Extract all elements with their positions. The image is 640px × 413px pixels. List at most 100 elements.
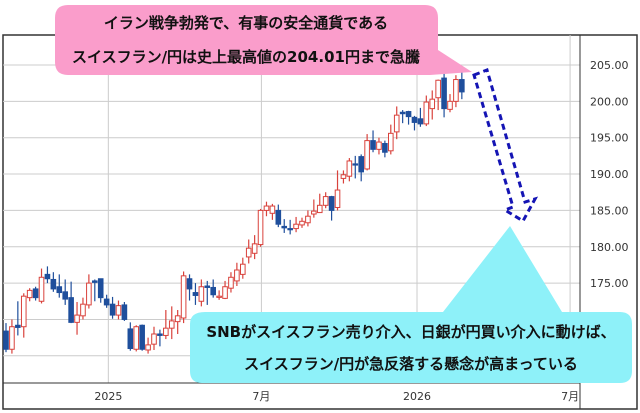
candle-body <box>275 209 282 225</box>
candle-body <box>370 140 376 150</box>
candle-up <box>74 302 80 335</box>
candle-body <box>334 189 341 208</box>
candle-body <box>423 101 430 125</box>
candle-body <box>251 243 258 254</box>
candle-body <box>447 100 453 110</box>
price-axis: 205.00 200.00 195.00 190.00 185.00 180.00 175.… <box>590 59 629 290</box>
time-axis: 2025 7月 2026 7月 <box>94 390 579 403</box>
candle-body <box>245 247 252 258</box>
candle-body <box>97 278 104 299</box>
candle-up <box>299 217 305 228</box>
candle-body <box>109 303 116 316</box>
candle-down <box>405 110 412 125</box>
candle-body <box>316 204 323 214</box>
candle-body <box>358 156 364 173</box>
candle-body <box>441 77 447 110</box>
candle-down <box>127 322 134 351</box>
candle-up <box>9 319 15 354</box>
candle-body <box>44 273 51 280</box>
candle-up <box>234 262 240 287</box>
y-tick-label: 205.00 <box>590 59 629 72</box>
candle-up <box>334 170 341 211</box>
candle-body <box>20 295 27 328</box>
candle-down <box>62 279 69 305</box>
candle-up <box>376 137 382 155</box>
y-tick-label: 180.00 <box>590 241 629 254</box>
candle-body <box>234 269 240 282</box>
candle-body <box>299 220 305 226</box>
y-tick-label: 200.00 <box>590 95 629 108</box>
candle-up <box>20 293 27 338</box>
top-callout: イラン戦争勃発で、有事の安全通貨である スイスフラン/円は史上最高値の204.0… <box>55 5 472 75</box>
candle-body <box>68 297 74 323</box>
candle-down <box>441 72 447 118</box>
candle-body <box>411 116 418 123</box>
candle-up <box>293 216 299 233</box>
candle-body <box>346 160 353 177</box>
candle-up <box>322 192 329 209</box>
candle-down <box>399 110 406 124</box>
candle-down <box>287 219 293 235</box>
candle-body <box>180 275 187 319</box>
candle-down <box>417 107 424 127</box>
candle-body <box>382 143 388 153</box>
bottom-callout: SNBがスイスフラン売り介入、日銀が円買い介入に動けば、 スイスフラン/円が急反… <box>190 226 632 383</box>
candle-body <box>151 333 157 345</box>
candle-body <box>163 327 169 336</box>
candle-down <box>15 301 21 336</box>
candle-down <box>275 204 282 228</box>
candle-up <box>388 124 394 155</box>
candle-up <box>429 90 436 120</box>
x-tick-label: 2026 <box>403 390 431 403</box>
candle-body <box>459 79 465 93</box>
candle-body <box>228 276 234 289</box>
candle-up <box>269 203 276 220</box>
candle-body <box>86 282 92 306</box>
candle-up <box>228 272 234 293</box>
candle-body <box>145 344 151 351</box>
candle-up <box>180 271 187 324</box>
candle-down <box>352 155 359 179</box>
candle-body <box>340 174 347 179</box>
bottom-callout-line-1: SNBがスイスフラン売り介入、日銀が円買い介入に動けば、 <box>206 323 615 341</box>
candle-up <box>38 268 45 304</box>
candle-body <box>38 276 45 302</box>
candle-body <box>364 140 370 170</box>
candle-body <box>210 286 216 296</box>
candle-down <box>109 296 116 319</box>
candle-body <box>293 223 299 230</box>
candle-up <box>174 309 181 334</box>
candle-body <box>429 98 436 110</box>
candle-body <box>62 291 69 300</box>
candle-up <box>393 106 400 140</box>
candle-up <box>245 239 252 264</box>
candle-down <box>92 279 98 302</box>
candle-down <box>56 274 63 298</box>
candle-body <box>269 205 276 214</box>
dashed-down-arrow <box>472 68 539 224</box>
candle-body <box>399 111 406 115</box>
candle-body <box>287 228 293 231</box>
candle-body <box>15 324 21 328</box>
candle-body <box>26 289 33 299</box>
candle-down <box>192 283 199 305</box>
candle-down <box>68 281 74 324</box>
candle-up <box>340 170 347 184</box>
candle-up <box>316 193 323 214</box>
candle-down <box>358 154 364 182</box>
candle-up <box>216 290 222 300</box>
candle-body <box>174 315 181 323</box>
candle-up <box>453 75 459 108</box>
candle-up <box>435 79 441 111</box>
candle-up <box>151 326 157 350</box>
candle-body <box>352 163 359 166</box>
candle-up <box>115 300 122 320</box>
candle-body <box>192 292 199 296</box>
candle-up <box>346 158 353 182</box>
candle-down <box>328 195 335 221</box>
candle-down <box>186 274 193 301</box>
y-tick-label: 185.00 <box>590 204 629 217</box>
candle-down <box>281 219 288 233</box>
candle-up <box>80 297 86 320</box>
candle-up <box>305 210 311 227</box>
